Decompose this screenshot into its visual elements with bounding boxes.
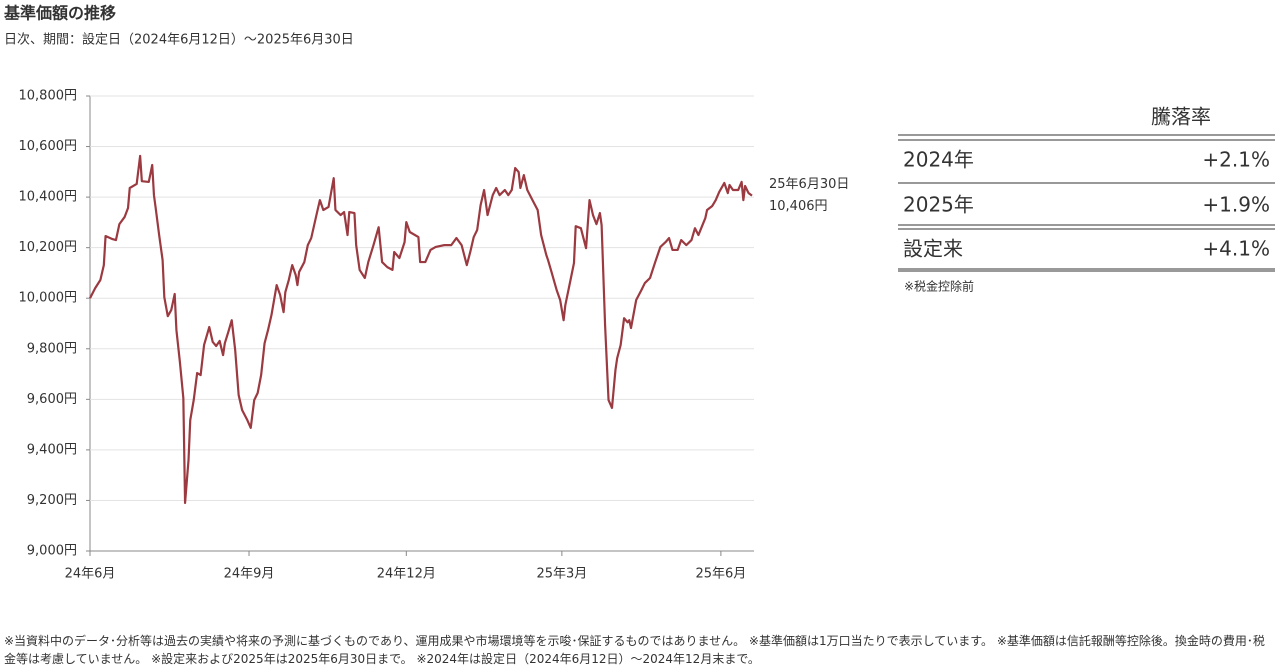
y-tick-label: 9,200円 xyxy=(27,493,77,508)
table-cell: 2024年 xyxy=(903,148,974,172)
x-tick-label: 25年3月 xyxy=(536,567,587,582)
footnote: ※当資料中のデータ･分析等は過去の実績や将来の予測に基づくものであり、運用成果や… xyxy=(4,634,1265,666)
y-tick-label: 9,600円 xyxy=(27,392,77,407)
table-header: 騰落率 xyxy=(1151,105,1211,129)
table-cell: +2.1% xyxy=(1202,148,1270,172)
y-tick-label: 10,400円 xyxy=(19,190,78,205)
table-cell: 2025年 xyxy=(903,193,974,217)
table-cell: 設定来 xyxy=(903,237,963,261)
y-tick-label: 10,000円 xyxy=(19,291,78,306)
annotation-value: 10,406円 xyxy=(769,199,828,214)
x-tick-label: 24年9月 xyxy=(224,567,275,582)
annotation-date: 25年6月30日 xyxy=(769,177,849,192)
x-tick-label: 24年12月 xyxy=(377,567,436,582)
y-tick-label: 10,200円 xyxy=(19,240,78,255)
chart-title: 基準価額の推移 xyxy=(3,4,116,23)
price-line xyxy=(89,154,753,505)
x-tick-label: 25年6月 xyxy=(695,567,746,582)
y-tick-label: 9,400円 xyxy=(27,442,77,457)
chart-subtitle: 日次、期間：設定日（2024年6月12日）～2025年6月30日 xyxy=(4,32,354,48)
table-cell: +1.9% xyxy=(1202,193,1270,217)
chart: 基準価額の推移 日次、期間：設定日（2024年6月12日）～2025年6月30日… xyxy=(3,4,1275,582)
y-tick-label: 10,600円 xyxy=(19,139,78,154)
y-tick-label: 9,800円 xyxy=(27,341,77,356)
table-cell: +4.1% xyxy=(1202,237,1270,261)
y-tick-label: 9,000円 xyxy=(27,544,77,559)
x-tick-label: 24年6月 xyxy=(65,567,116,582)
y-tick-label: 10,800円 xyxy=(19,89,78,104)
table-note: ※税金控除前 xyxy=(904,279,974,294)
